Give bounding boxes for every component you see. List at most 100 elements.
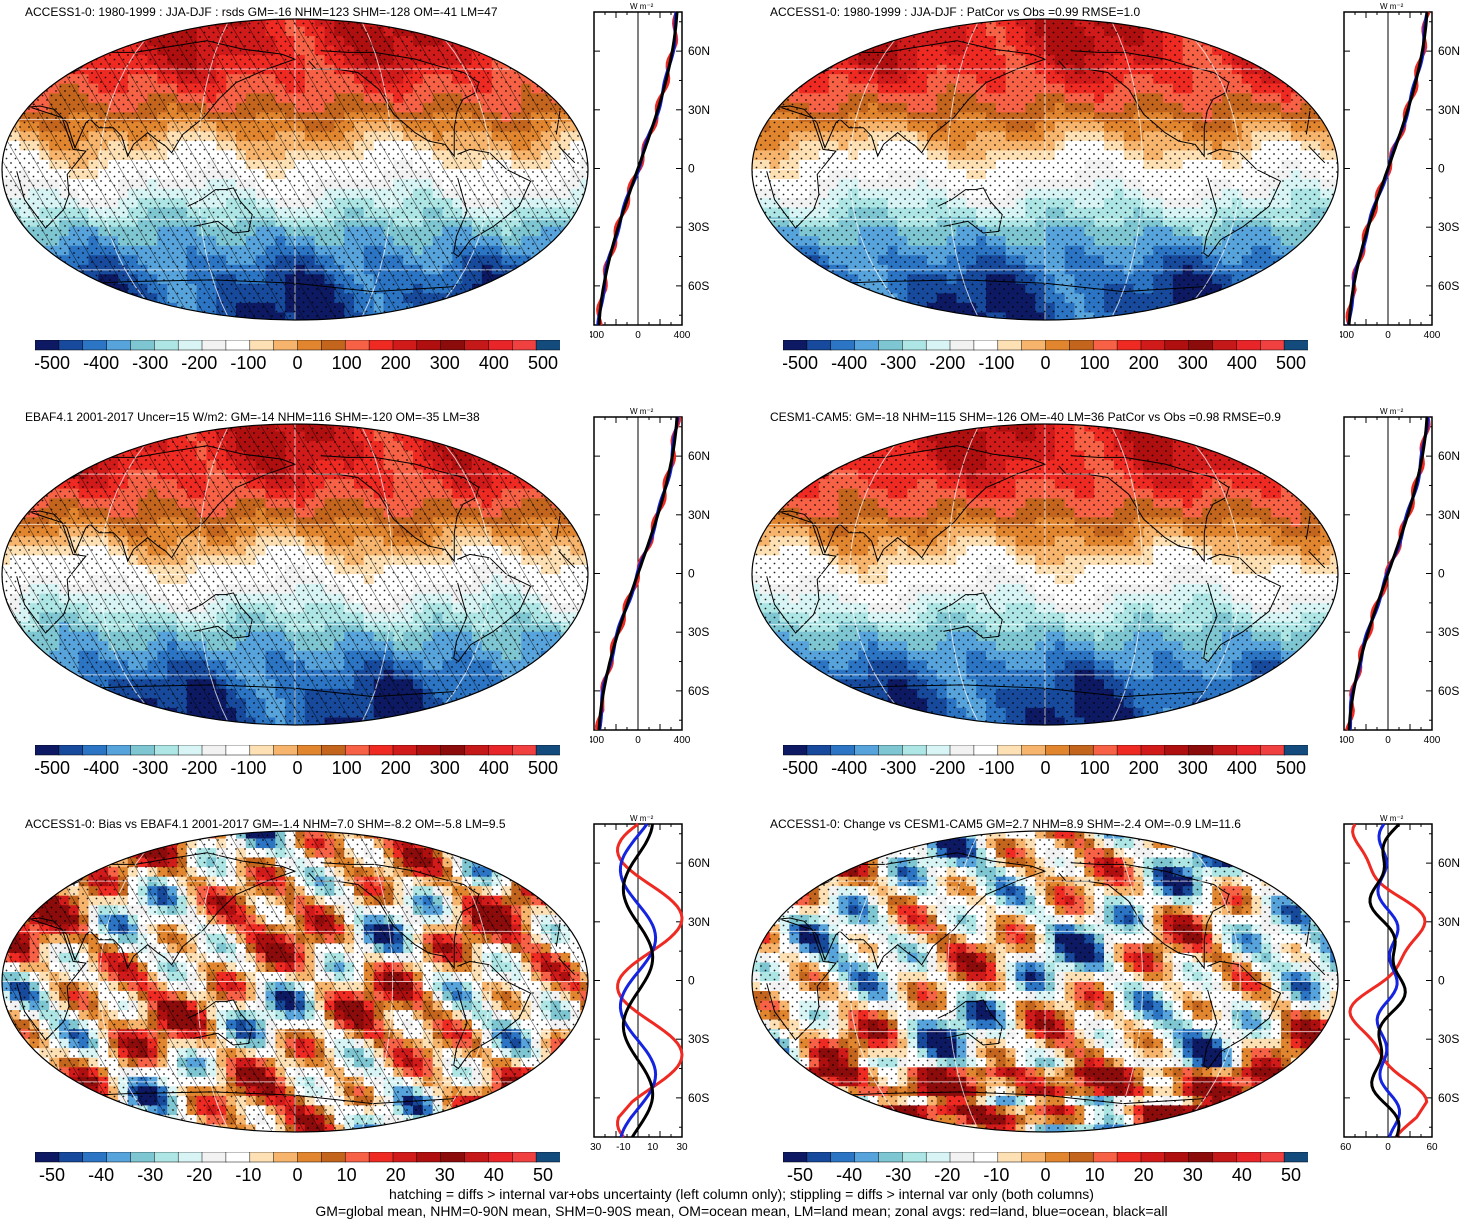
map-cell	[2, 431, 11, 442]
map-cell	[29, 264, 40, 275]
map-cell	[828, 19, 840, 28]
map-cell	[39, 283, 50, 294]
map-cell	[1310, 26, 1321, 37]
map-cell	[19, 424, 31, 433]
map-cell	[472, 431, 483, 442]
map-cell	[752, 207, 761, 218]
map-cell	[540, 74, 552, 85]
map-cell	[818, 36, 830, 47]
map-cell	[118, 431, 129, 442]
map-cell	[1163, 312, 1174, 320]
map-cell	[769, 83, 781, 94]
map-cell	[19, 274, 31, 285]
map-cell	[59, 274, 70, 285]
map-cell	[570, 236, 581, 247]
map-cell	[560, 45, 571, 56]
map-cell	[88, 441, 99, 452]
map-cell	[531, 274, 542, 285]
colorbar-swatch	[297, 340, 323, 351]
colorbar-tick-label: 200	[1129, 353, 1159, 373]
map-cell	[108, 36, 119, 47]
map-cell	[472, 302, 483, 313]
map-cell	[501, 450, 512, 461]
map-cell	[501, 431, 512, 442]
map-cell	[1231, 293, 1243, 304]
map-cell	[531, 283, 542, 294]
map-cell	[39, 45, 50, 56]
map-cell	[1281, 64, 1292, 75]
map-cell	[580, 507, 588, 518]
map-cell	[1212, 302, 1223, 313]
map-cell	[108, 26, 119, 37]
map-cell	[799, 64, 810, 75]
map-cell	[1271, 283, 1282, 294]
map-cell	[779, 83, 790, 94]
map-cell	[560, 245, 571, 256]
map-cell	[2, 488, 11, 499]
map-cell	[1310, 236, 1321, 247]
map-cell	[540, 431, 552, 442]
colorbar-swatch	[58, 340, 84, 351]
map-cell	[531, 469, 542, 480]
map-cell	[550, 45, 562, 56]
map-cell	[1300, 45, 1312, 56]
map-cell	[540, 460, 552, 471]
map-cell	[560, 93, 571, 104]
map-cell	[531, 19, 542, 28]
map-cell	[550, 255, 562, 266]
map-cell	[1330, 312, 1338, 320]
map-cell	[1330, 302, 1338, 313]
map-cell	[147, 424, 158, 433]
map-cell	[809, 264, 820, 275]
map-cell	[19, 55, 31, 66]
colorbar-tick-label: -200	[181, 353, 217, 373]
map-cell	[1290, 293, 1302, 304]
map-cell	[580, 19, 588, 28]
map-cell	[98, 293, 109, 304]
map-cell	[752, 255, 761, 266]
map-cell	[560, 469, 571, 480]
map-cell	[127, 424, 139, 433]
map-cell	[167, 424, 178, 433]
map-cell	[560, 55, 571, 66]
map-cell	[570, 93, 581, 104]
map-cell	[2, 217, 11, 228]
map-cell	[491, 26, 503, 37]
map-cell	[531, 460, 542, 471]
map-cell	[560, 74, 571, 85]
map-cell	[127, 19, 139, 28]
lat-tick-label: 60S	[1438, 279, 1459, 293]
map-cell	[413, 424, 424, 433]
colorbar-swatch	[1069, 340, 1095, 351]
colorbar-swatch	[1212, 340, 1238, 351]
map-cell	[1300, 255, 1312, 266]
map-cell	[491, 312, 503, 320]
map-cell	[1281, 302, 1292, 313]
map-cell	[580, 207, 588, 218]
map-cell	[491, 36, 503, 47]
map-cell	[531, 264, 542, 275]
map-cell	[580, 64, 588, 75]
map-cell	[907, 19, 918, 28]
map-cell	[147, 431, 158, 442]
map-cell	[501, 441, 512, 452]
map-cell	[432, 424, 444, 433]
map-cell	[2, 479, 11, 490]
map-cell	[1290, 274, 1302, 285]
map-cell	[868, 19, 879, 28]
map-cell	[29, 36, 40, 47]
map-cell	[472, 312, 483, 320]
map-cell	[442, 312, 453, 320]
map-cell	[1251, 26, 1262, 37]
map-cell	[59, 469, 70, 480]
map-cell	[858, 302, 869, 313]
map-cell	[521, 36, 532, 47]
map-cell	[550, 283, 562, 294]
map-cell	[511, 441, 522, 452]
map-cell	[759, 312, 771, 320]
map-cell	[9, 312, 21, 320]
map-cell	[580, 236, 588, 247]
map-cell	[39, 74, 50, 85]
map-cell	[1310, 302, 1321, 313]
map-cell	[78, 19, 90, 28]
